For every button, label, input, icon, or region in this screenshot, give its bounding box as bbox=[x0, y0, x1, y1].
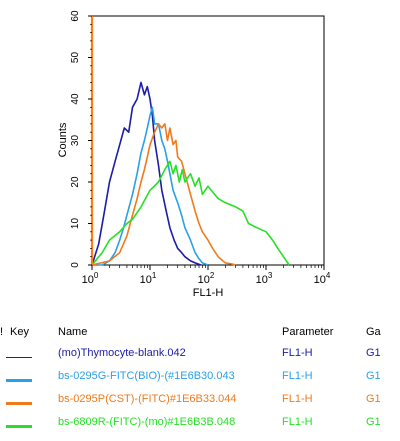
legend-row-parameter: FL1-H bbox=[282, 370, 313, 382]
series-line-bs-0295g-fitc-bio-1e6b30-043 bbox=[92, 106, 209, 266]
legend-row-name: (mo)Thymocyte-blank.042 bbox=[58, 347, 186, 359]
legend-row-parameter: FL1-H bbox=[282, 347, 313, 359]
legend-row-gate: G1 bbox=[366, 370, 381, 382]
legend-row-gate: G1 bbox=[366, 393, 381, 405]
histogram-chart: 0 10 20 30 40 50 60 100 101 102 103 104 FL1-H Count… bbox=[57, 10, 331, 299]
legend-table: ! Key Name Parameter Ga (mo)Thymocyte-bl… bbox=[0, 320, 400, 441]
legend-row: bs-0295P(CST)-(FITC)#1E6B33.044 FL1-H G1 bbox=[0, 393, 400, 413]
x-tick-label: 102 bbox=[198, 271, 215, 286]
y-tick-label: 50 bbox=[70, 52, 81, 64]
legend-row: bs-6809R-(FITC)-(mo)#1E6B3B.048 FL1-H G1 bbox=[0, 416, 400, 436]
y-tick-label: 30 bbox=[70, 135, 81, 147]
legend-row-gate: G1 bbox=[366, 347, 381, 359]
legend-row-parameter: FL1-H bbox=[282, 393, 313, 405]
x-tick-label: 103 bbox=[256, 271, 273, 286]
legend-row: bs-0295G-FITC(BIO)-(#1E6B30.043 FL1-H G1 bbox=[0, 370, 400, 390]
legend-swatch bbox=[6, 379, 32, 382]
legend-row-name: bs-0295P(CST)-(FITC)#1E6B33.044 bbox=[58, 393, 237, 405]
plot-frame bbox=[91, 15, 325, 266]
y-tick-label: 20 bbox=[70, 176, 81, 188]
legend-header-gate: Ga bbox=[366, 326, 381, 338]
x-tick-label: 104 bbox=[314, 271, 331, 286]
legend-header-mark: ! bbox=[0, 326, 4, 338]
legend-row-parameter: FL1-H bbox=[282, 416, 313, 428]
legend-row-name: bs-0295G-FITC(BIO)-(#1E6B30.043 bbox=[58, 370, 235, 382]
series-line-bs-0295p-cst-fitc-1e6b33-044 bbox=[91, 123, 236, 266]
y-tick-label: 40 bbox=[70, 93, 81, 105]
y-axis-label: Counts bbox=[57, 122, 69, 157]
legend-row-name: bs-6809R-(FITC)-(mo)#1E6B3B.048 bbox=[58, 416, 236, 428]
legend-swatch bbox=[6, 425, 32, 428]
legend-swatch bbox=[6, 357, 32, 358]
x-tick-label: 101 bbox=[140, 271, 157, 286]
y-tick-label: 0 bbox=[70, 262, 81, 268]
legend-swatch bbox=[6, 402, 32, 405]
x-tick-label: 100 bbox=[82, 271, 99, 286]
legend-header-key: Key bbox=[10, 326, 29, 338]
legend-header-parameter: Parameter bbox=[282, 326, 334, 338]
series-line-bs-6809r-fitc-mo-1e6b3b-048 bbox=[91, 94, 290, 266]
legend-header-name: Name bbox=[58, 326, 88, 338]
x-axis-label: FL1-H bbox=[193, 287, 224, 299]
legend-row-gate: G1 bbox=[366, 416, 381, 428]
y-tick-label: 10 bbox=[70, 218, 81, 230]
axis-layer: 0 10 20 30 40 50 60 100 101 102 103 104 bbox=[70, 10, 331, 286]
series-line-mo-thymocyte-blank-042 bbox=[91, 16, 202, 266]
legend-row: (mo)Thymocyte-blank.042 FL1-H G1 bbox=[0, 347, 400, 367]
legend-header: ! Key Name Parameter Ga bbox=[0, 326, 400, 346]
y-tick-label: 60 bbox=[70, 10, 81, 22]
